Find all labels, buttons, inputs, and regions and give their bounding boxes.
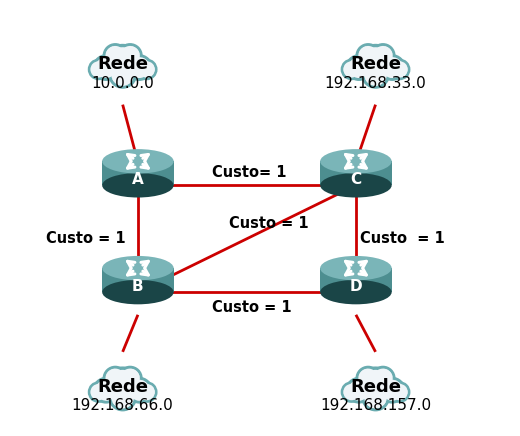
Circle shape (372, 367, 394, 389)
Circle shape (110, 384, 136, 410)
Circle shape (380, 378, 404, 402)
Circle shape (109, 370, 136, 397)
Ellipse shape (102, 173, 174, 198)
Circle shape (119, 367, 141, 389)
Circle shape (392, 61, 408, 78)
Circle shape (348, 380, 369, 401)
Circle shape (89, 60, 108, 78)
Circle shape (373, 46, 393, 65)
Circle shape (348, 57, 369, 78)
Circle shape (357, 44, 379, 67)
Circle shape (107, 368, 138, 399)
Circle shape (90, 384, 107, 400)
Circle shape (94, 378, 118, 402)
Circle shape (89, 383, 108, 401)
Circle shape (129, 57, 150, 78)
Text: 10.0.0.0: 10.0.0.0 (92, 76, 154, 91)
Circle shape (119, 44, 141, 67)
Circle shape (104, 367, 126, 389)
Text: Rede: Rede (350, 55, 401, 73)
Text: D: D (349, 279, 362, 293)
Ellipse shape (320, 173, 392, 198)
Polygon shape (102, 161, 174, 185)
Circle shape (96, 57, 116, 78)
Text: Rede: Rede (97, 378, 148, 396)
Text: Custo = 1: Custo = 1 (212, 300, 292, 315)
Circle shape (358, 368, 378, 388)
Circle shape (110, 61, 136, 87)
Text: A: A (132, 172, 144, 187)
Circle shape (357, 367, 379, 389)
Text: B: B (132, 279, 144, 293)
Polygon shape (102, 268, 174, 292)
Circle shape (373, 368, 393, 388)
Circle shape (139, 61, 155, 78)
Circle shape (343, 61, 360, 78)
Circle shape (137, 383, 156, 401)
Ellipse shape (320, 149, 392, 174)
Circle shape (360, 368, 391, 399)
Circle shape (137, 60, 156, 78)
Text: Custo = 1: Custo = 1 (229, 216, 309, 231)
Circle shape (127, 56, 151, 79)
Ellipse shape (320, 256, 392, 280)
Circle shape (362, 47, 389, 75)
Text: Rede: Rede (97, 55, 148, 73)
Circle shape (362, 370, 389, 397)
Circle shape (364, 385, 387, 408)
Text: Rede: Rede (350, 378, 401, 396)
Polygon shape (320, 268, 392, 292)
Circle shape (358, 46, 378, 65)
Circle shape (380, 56, 404, 79)
Circle shape (362, 61, 388, 87)
Circle shape (342, 383, 361, 401)
Circle shape (362, 384, 388, 410)
Circle shape (364, 63, 387, 85)
Text: 192.168.66.0: 192.168.66.0 (72, 399, 174, 413)
Circle shape (106, 368, 125, 388)
Circle shape (382, 57, 402, 78)
Circle shape (360, 45, 391, 76)
Ellipse shape (320, 280, 392, 304)
Text: 192.168.33.0: 192.168.33.0 (324, 76, 426, 91)
Text: Custo= 1: Custo= 1 (212, 165, 287, 180)
Text: Custo  = 1: Custo = 1 (360, 232, 445, 246)
Circle shape (90, 61, 107, 78)
Circle shape (347, 56, 371, 79)
Circle shape (94, 56, 118, 79)
Text: 192.168.157.0: 192.168.157.0 (320, 399, 431, 413)
Circle shape (120, 368, 140, 388)
Circle shape (129, 380, 150, 401)
Ellipse shape (102, 149, 174, 174)
Circle shape (111, 63, 134, 85)
Circle shape (391, 383, 409, 401)
Circle shape (109, 47, 136, 75)
Text: Custo = 1: Custo = 1 (46, 232, 126, 246)
Circle shape (347, 378, 371, 402)
Circle shape (106, 46, 125, 65)
Circle shape (342, 60, 361, 78)
Ellipse shape (102, 256, 174, 280)
Circle shape (107, 45, 138, 76)
Circle shape (343, 384, 360, 400)
Circle shape (382, 380, 402, 401)
Circle shape (104, 44, 126, 67)
Circle shape (391, 60, 409, 78)
Circle shape (392, 384, 408, 400)
Circle shape (372, 44, 394, 67)
Ellipse shape (102, 280, 174, 304)
Polygon shape (320, 161, 392, 185)
Circle shape (96, 380, 116, 401)
Circle shape (127, 378, 151, 402)
Circle shape (111, 385, 134, 408)
Circle shape (120, 46, 140, 65)
Text: C: C (350, 172, 361, 187)
Circle shape (139, 384, 155, 400)
